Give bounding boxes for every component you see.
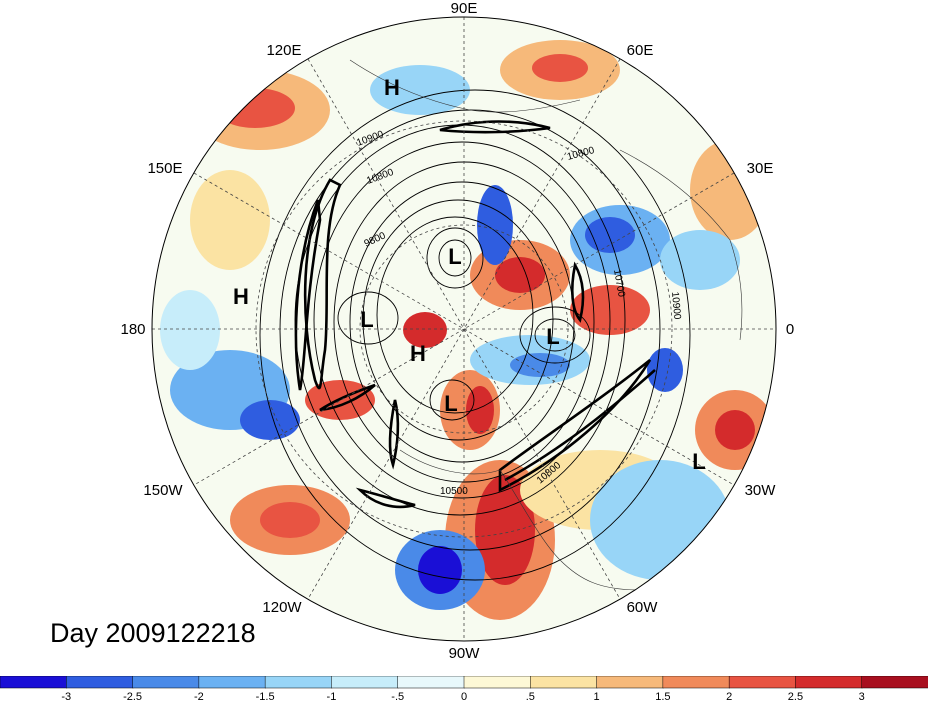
longitude-labels: 90E 60E 30E 0 30W 60W 90W 120W 150W 180 … — [120, 0, 794, 662]
low-pressure-marker: L — [448, 244, 461, 269]
high-pressure-marker: H — [384, 75, 400, 100]
graticule — [152, 17, 776, 641]
lon-label-30w: 30W — [745, 482, 777, 499]
high-pressure-marker: H — [233, 284, 249, 309]
colorbar-swatch — [0, 676, 68, 689]
colorbar-tick-label: 3 — [859, 691, 865, 702]
colorbar-tick-label: -1.5 — [256, 691, 275, 702]
colorbar-swatch — [397, 676, 465, 689]
day-label: Day 2009122218 — [50, 618, 256, 648]
colorbar-tick-label: 1.5 — [655, 691, 670, 702]
coastlines — [349, 59, 743, 591]
low-pressure-marker: L — [360, 307, 373, 332]
colorbar-swatch — [728, 676, 797, 689]
colorbar-tick-label: 2.5 — [788, 691, 803, 702]
low-pressure-marker: L — [546, 324, 559, 349]
pressure-systems: H H L L H L L L — [233, 75, 706, 474]
colorbar-swatches — [0, 676, 928, 689]
colorbar-swatch — [198, 676, 266, 689]
lon-label-120w: 120W — [262, 599, 302, 616]
contour-label: 10900 — [669, 291, 682, 320]
jet-contours — [294, 120, 656, 509]
low-pressure-marker: L — [692, 449, 705, 474]
colorbar-tick-label: -1 — [327, 691, 337, 702]
lon-label-60e: 60E — [627, 42, 654, 59]
colorbar-tick-label: 2 — [726, 691, 732, 702]
colorbar-swatch — [331, 676, 399, 689]
contour-label: 10700 — [611, 269, 627, 299]
colorbar-swatch — [861, 676, 928, 689]
lon-label-150w: 150W — [143, 482, 183, 499]
high-pressure-marker: H — [410, 341, 426, 366]
colorbar-swatch — [264, 676, 333, 689]
contour-label: 10500 — [440, 486, 468, 497]
colorbar-tick-label: -2 — [194, 691, 204, 702]
height-contours — [259, 89, 691, 581]
colorbar-swatch — [795, 676, 863, 689]
colorbar-swatch — [132, 676, 200, 689]
colorbar-tick-label: 0 — [461, 691, 467, 702]
colorbar-swatch — [530, 676, 598, 689]
lon-label-90w: 90W — [449, 645, 481, 662]
lon-label-60w: 60W — [627, 599, 659, 616]
colorbar-swatch — [662, 676, 730, 689]
colorbar: -3 -2.5 -2 -1.5 -1 -.5 0 .5 1 1.5 2 2.5 3 — [0, 676, 928, 702]
colorbar-swatch — [463, 676, 532, 689]
low-pressure-marker: L — [444, 391, 457, 416]
colorbar-ticks: -3 -2.5 -2 -1.5 -1 -.5 0 .5 1 1.5 2 2.5 3 — [61, 691, 864, 702]
colorbar-swatch — [66, 676, 134, 689]
lon-label-0: 0 — [786, 321, 794, 338]
lon-label-90e: 90E — [451, 0, 478, 17]
colorbar-tick-label: -2.5 — [123, 691, 142, 702]
anomaly-field — [152, 17, 776, 641]
colorbar-tick-label: -.5 — [391, 691, 404, 702]
colorbar-tick-label: -3 — [61, 691, 71, 702]
lon-label-120e: 120E — [266, 42, 301, 59]
lon-label-150e: 150E — [147, 160, 182, 177]
colorbar-swatch — [596, 676, 664, 689]
lon-label-30e: 30E — [747, 160, 774, 177]
lon-label-180: 180 — [120, 321, 145, 338]
map-boundary — [151, 16, 777, 642]
colorbar-tick-label: .5 — [526, 691, 535, 702]
colorbar-tick-label: 1 — [594, 691, 600, 702]
